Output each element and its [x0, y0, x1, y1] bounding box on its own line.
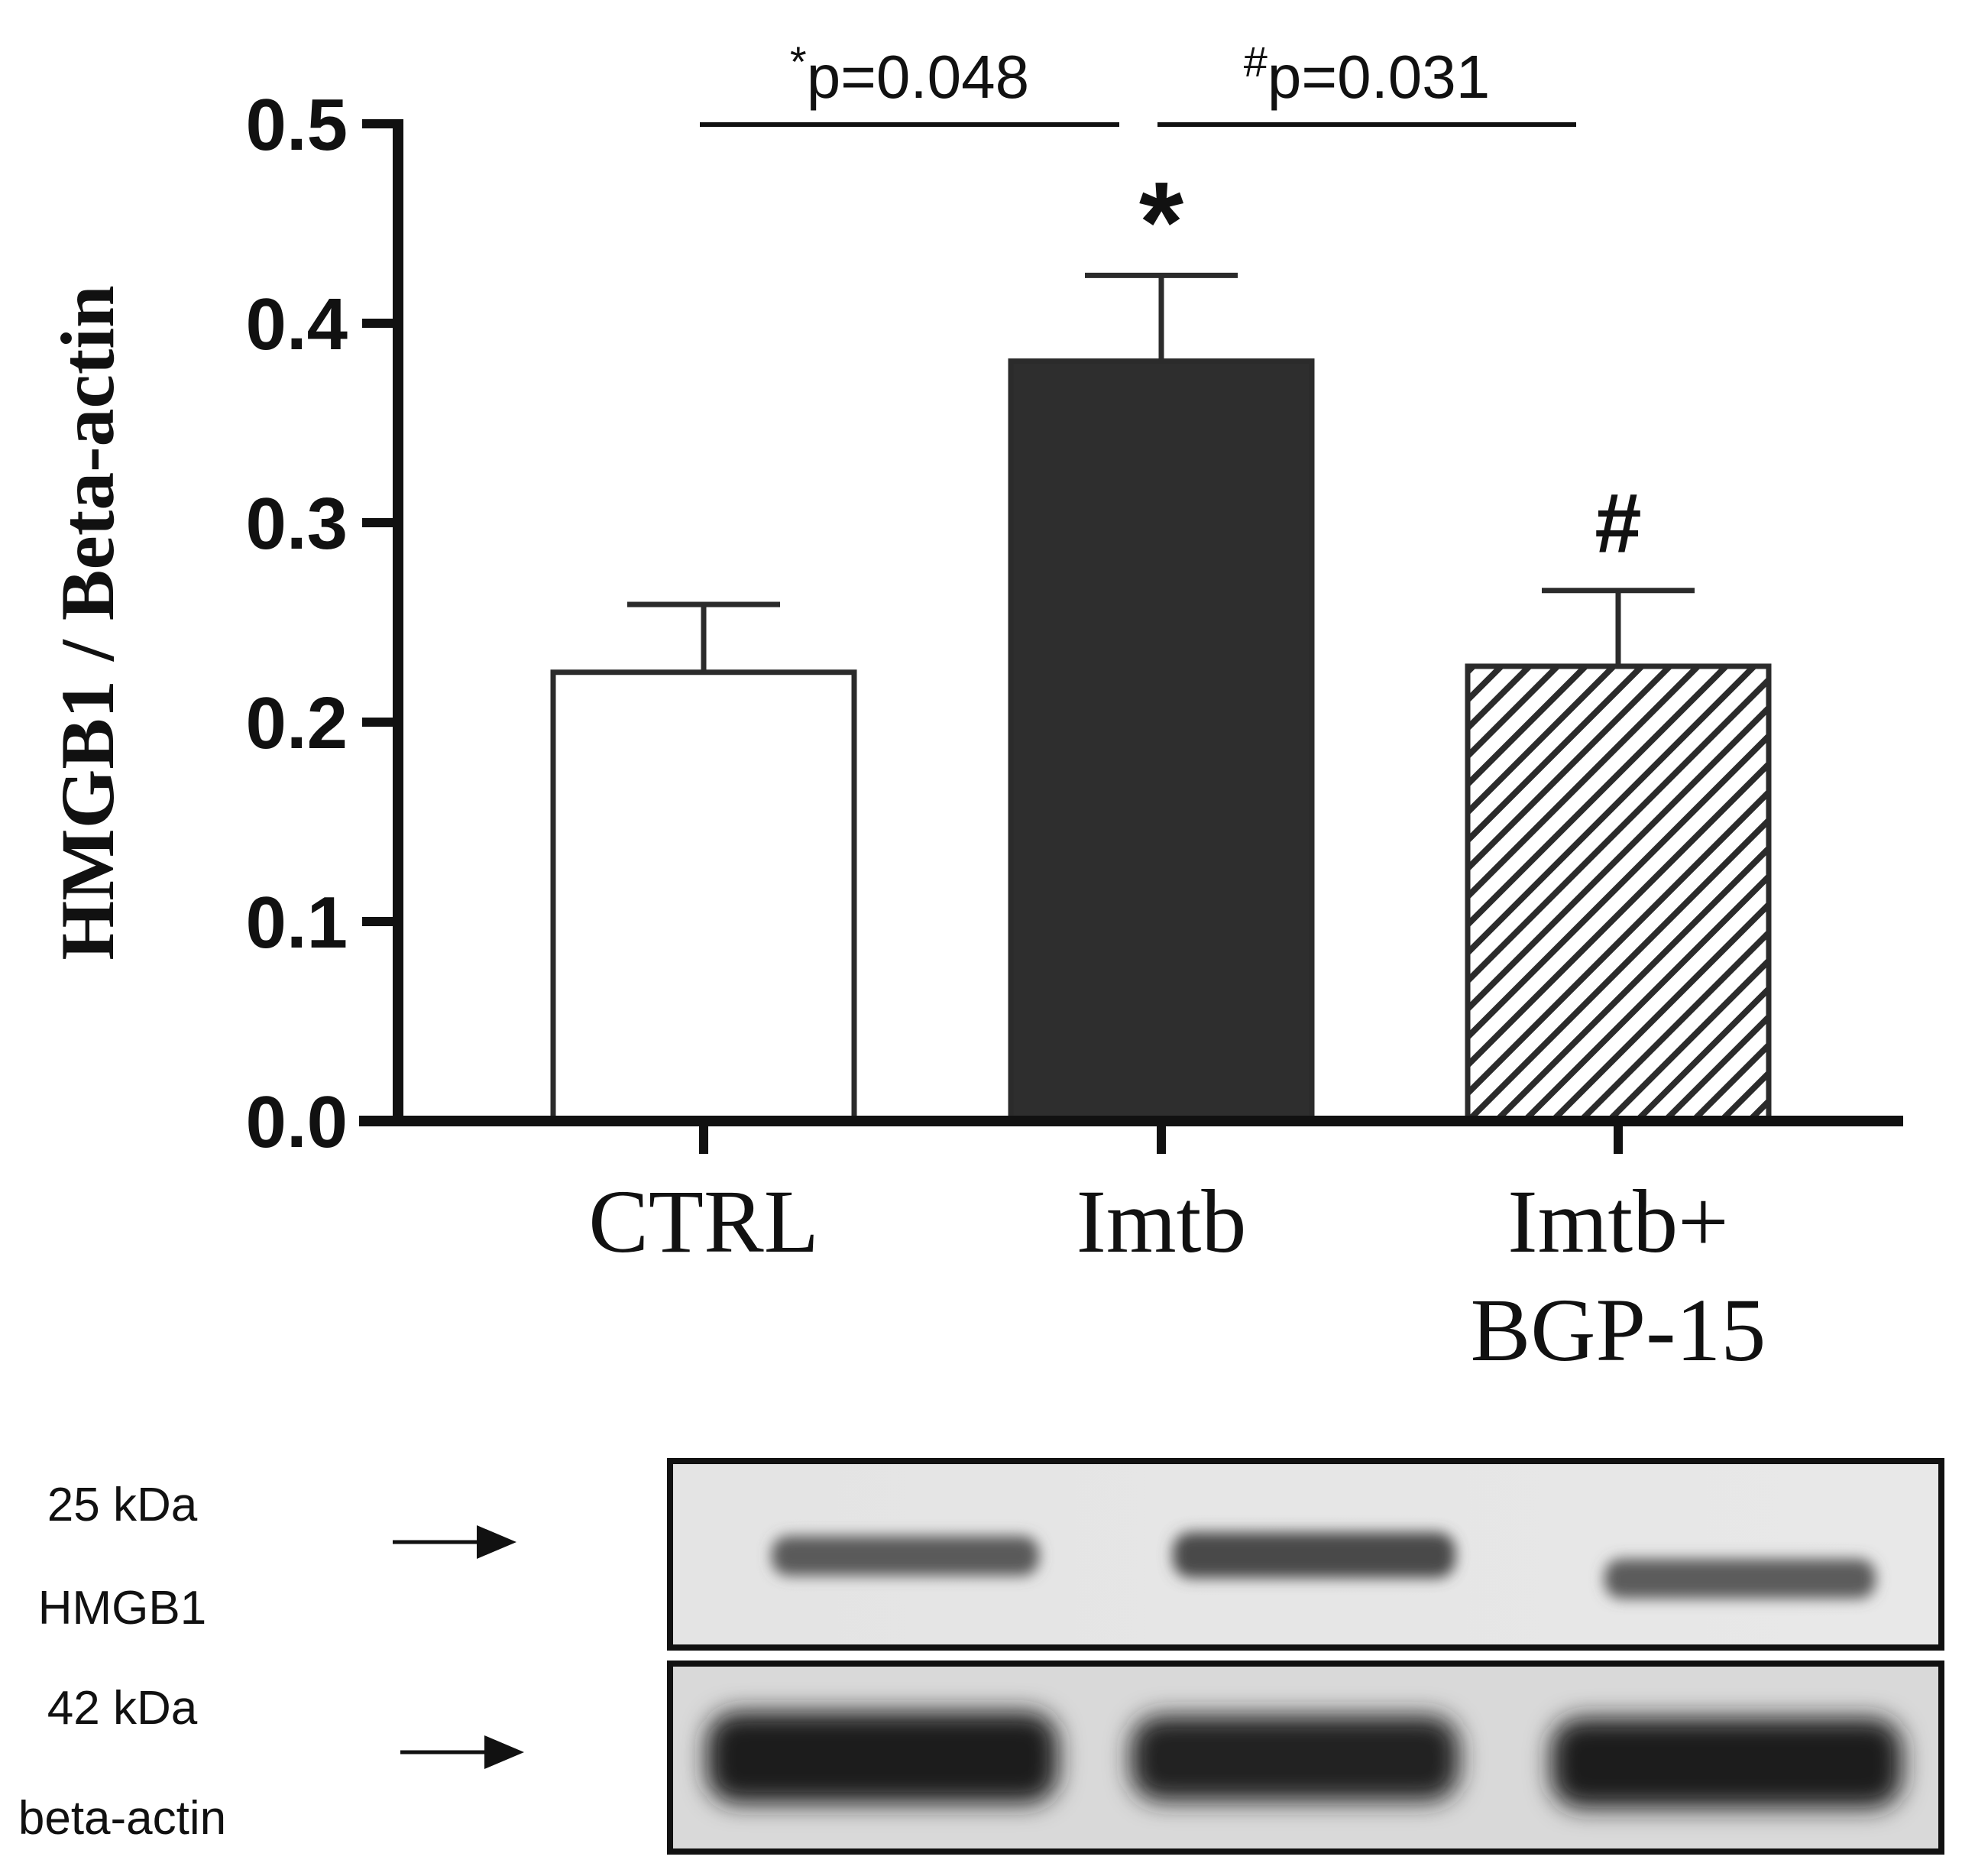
- significance-mark: *: [1139, 157, 1184, 286]
- blot-panel-beta-actin: [667, 1661, 1944, 1855]
- western-blot: 25 kDa HMGB1 42 kDa beta-actin: [18, 1458, 1944, 1855]
- y-tick-label: 0.5: [246, 84, 348, 166]
- y-axis-ticks: 0.0 0.1 0.2 0.3 0.4 0.5: [246, 84, 398, 1163]
- blot-protein-label-2: beta-actin: [18, 1792, 226, 1845]
- category-label: Imtb: [1077, 1171, 1247, 1272]
- comparison-brackets: *p=0.048 #p=0.031: [700, 37, 1576, 127]
- category-label: CTRL: [588, 1171, 819, 1272]
- y-axis-label: HMGB1 / Beta-actin: [45, 285, 130, 960]
- y-tick-label: 0.2: [246, 682, 348, 764]
- category-label: Imtb+: [1507, 1171, 1728, 1272]
- p-value-symbol: *: [790, 37, 807, 86]
- p-value-text: p=0.031: [1268, 43, 1490, 111]
- p-value-label: *p=0.048: [790, 37, 1029, 111]
- y-tick-label: 0.1: [246, 882, 348, 964]
- y-tick-label: 0.0: [246, 1081, 348, 1163]
- blot-mw-label-1: 25 kDa: [47, 1479, 198, 1531]
- y-tick-label: 0.3: [246, 483, 348, 565]
- error-bars: [627, 272, 1695, 672]
- x-axis-categories: CTRL Imtb Imtb+BGP-15: [588, 1121, 1766, 1380]
- blot-protein-label-1: HMGB1: [38, 1582, 206, 1635]
- blot-mw-label-2: 42 kDa: [47, 1682, 198, 1735]
- bar-1: [1008, 358, 1315, 1124]
- significance-mark: #: [1595, 477, 1641, 571]
- bar-0: [550, 669, 857, 1124]
- blot-panel-hmgb1: [667, 1458, 1944, 1651]
- p-value-label: #p=0.031: [1244, 37, 1491, 111]
- arrow-right-icon: [400, 1735, 524, 1769]
- bars: [550, 358, 1772, 1124]
- y-tick-label: 0.4: [246, 284, 348, 365]
- significance-marks: *#: [1139, 157, 1642, 570]
- category-label: BGP-15: [1471, 1280, 1766, 1380]
- p-value-text: p=0.048: [807, 43, 1029, 111]
- bar-2: [1465, 663, 1772, 1124]
- arrow-right-icon: [393, 1525, 516, 1559]
- p-value-symbol: #: [1244, 37, 1268, 86]
